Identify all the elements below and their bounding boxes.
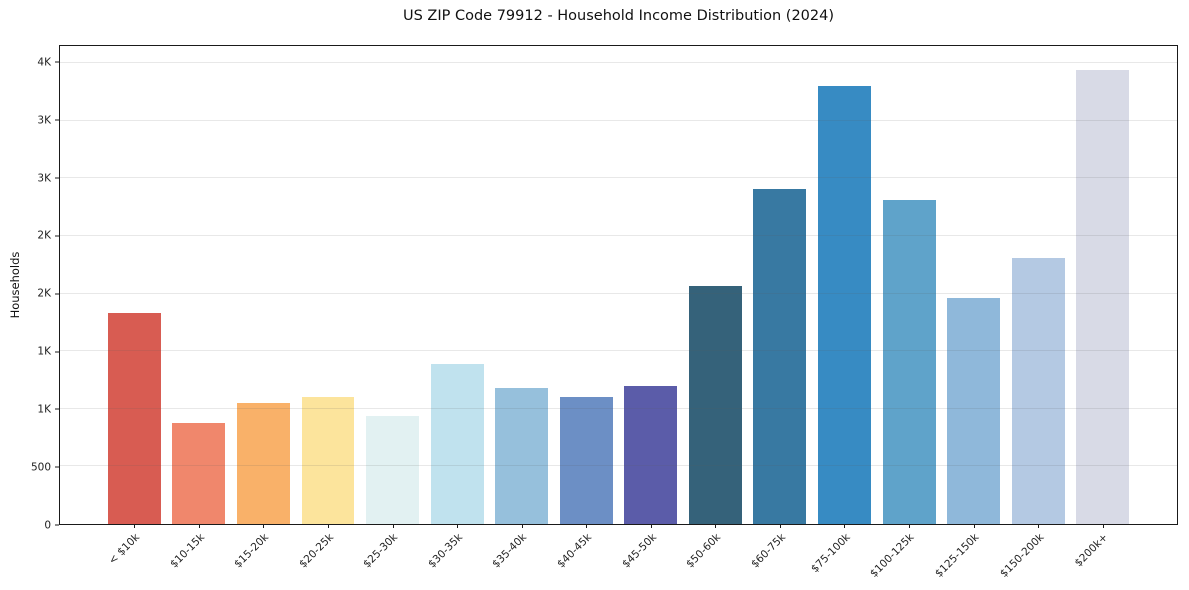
y-tick-label: 3K	[37, 171, 51, 184]
x-tick-label: $10-15k	[167, 531, 207, 571]
gridline	[60, 62, 1177, 64]
y-tick-label: 3K	[37, 113, 51, 126]
bar-slot: $45-50k	[619, 46, 684, 570]
x-tick-mark	[134, 524, 136, 528]
x-tick-label: $60-75k	[748, 531, 788, 571]
bar-slot: $75-100k	[808, 46, 877, 575]
bar	[882, 200, 936, 524]
x-tick-label: $40-45k	[554, 531, 594, 571]
y-tick-mark	[55, 524, 59, 526]
x-tick-mark	[327, 524, 329, 528]
bar	[366, 415, 419, 524]
y-tick-label: 1K	[37, 345, 51, 358]
bar-slot: $25-30k	[360, 46, 425, 570]
x-tick-label: $75-100k	[808, 531, 853, 576]
y-tick-label: 2K	[37, 287, 51, 300]
bar-slot: $100-125k	[868, 46, 942, 580]
y-tick-mark	[55, 61, 59, 63]
x-tick-label: $125-150k	[932, 531, 982, 580]
y-tick-mark	[55, 466, 59, 468]
x-tick-label: $15-20k	[232, 531, 272, 571]
bar-slot: $200k+	[1070, 46, 1135, 569]
bar	[301, 397, 355, 524]
gridline	[60, 292, 1177, 294]
bar	[107, 313, 161, 524]
y-tick-label: 500	[30, 460, 51, 473]
x-tick-mark	[1102, 524, 1104, 528]
bar	[495, 388, 549, 524]
bar-slot: < $10k	[102, 46, 167, 567]
bar	[688, 285, 742, 524]
x-tick-label: $150-200k	[997, 531, 1046, 580]
x-tick-label: $30-35k	[425, 531, 465, 571]
gridline	[60, 465, 1177, 467]
bar	[430, 363, 484, 524]
y-axis: 0 500 1K 1K 2K 2K 3K 3K 4K	[0, 45, 59, 530]
y-tick-mark	[55, 351, 59, 353]
gridline	[60, 407, 1177, 409]
bar	[1011, 257, 1065, 524]
x-tick-mark	[586, 524, 588, 528]
bar	[559, 397, 613, 524]
bar-slot: $50-60k	[683, 46, 748, 570]
x-tick-mark	[973, 524, 975, 528]
y-tick-label: 1K	[37, 403, 51, 416]
bar-slot: $60-75k	[748, 46, 813, 570]
x-tick-label: $100-125k	[868, 531, 917, 580]
bar	[236, 403, 290, 524]
x-tick-mark	[715, 524, 717, 528]
bar-slot: $35-40k	[489, 46, 554, 570]
x-tick-label: $200k+	[1072, 531, 1111, 570]
y-tick-mark	[55, 177, 59, 179]
gridline	[60, 119, 1177, 121]
bar-slot: $10-15k	[167, 46, 232, 570]
y-tick-mark	[55, 408, 59, 410]
x-tick-label: $50-60k	[684, 531, 724, 571]
bar-slot: $30-35k	[425, 46, 490, 570]
x-tick-mark	[263, 524, 265, 528]
bar-slot: $40-45k	[554, 46, 619, 570]
bars-container: < $10k $10-15k $15-20k $20-25k $25-30k $30-35…	[60, 46, 1177, 580]
bar-slot: $15-20k	[231, 46, 296, 570]
x-tick-mark	[392, 524, 394, 528]
plot-area: < $10k $10-15k $15-20k $20-25k $25-30k $30-35…	[59, 45, 1178, 580]
x-tick-label: $25-30k	[361, 531, 401, 571]
chart-title: US ZIP Code 79912 - Household Income Dis…	[402, 8, 835, 24]
bar	[1076, 70, 1130, 524]
gridline	[60, 177, 1177, 179]
bar	[172, 422, 226, 524]
gridline	[60, 235, 1177, 237]
x-tick-mark	[521, 524, 523, 528]
x-tick-mark	[457, 524, 459, 528]
bar-slot: $20-25k	[296, 46, 361, 570]
y-tick-mark	[55, 235, 59, 237]
bar	[947, 298, 1001, 524]
y-tick-label: 0	[44, 518, 51, 531]
x-tick-label: < $10k	[106, 531, 143, 567]
bar-slot: $150-200k	[997, 46, 1071, 580]
x-tick-mark	[1038, 524, 1040, 528]
bar	[753, 188, 807, 524]
y-tick-label: 2K	[37, 229, 51, 242]
y-tick-mark	[55, 293, 59, 295]
x-tick-label: $45-50k	[619, 531, 659, 571]
bar-slot: $125-150k	[933, 46, 1006, 580]
x-tick-mark	[198, 524, 200, 528]
x-tick-label: $35-40k	[490, 531, 530, 571]
y-tick-mark	[55, 119, 59, 121]
bar	[624, 385, 678, 524]
bar	[818, 86, 871, 524]
y-tick-label: 4K	[37, 56, 51, 69]
x-tick-label: $20-25k	[296, 531, 336, 571]
x-tick-mark	[650, 524, 652, 528]
gridline	[60, 350, 1177, 352]
x-tick-mark	[779, 524, 781, 528]
x-tick-mark	[909, 524, 911, 528]
x-tick-mark	[844, 524, 846, 528]
